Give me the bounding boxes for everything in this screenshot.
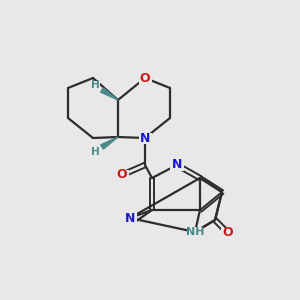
- Polygon shape: [101, 137, 118, 149]
- FancyBboxPatch shape: [139, 133, 152, 143]
- Polygon shape: [101, 88, 118, 100]
- FancyBboxPatch shape: [170, 160, 184, 170]
- FancyBboxPatch shape: [221, 227, 235, 239]
- FancyBboxPatch shape: [123, 212, 137, 224]
- Text: N: N: [125, 212, 135, 224]
- Text: H: H: [91, 147, 99, 157]
- FancyBboxPatch shape: [116, 169, 128, 181]
- Text: O: O: [223, 226, 233, 239]
- FancyBboxPatch shape: [139, 73, 152, 83]
- Text: O: O: [140, 71, 150, 85]
- Text: N: N: [140, 131, 150, 145]
- FancyBboxPatch shape: [91, 80, 100, 89]
- Text: O: O: [117, 169, 127, 182]
- FancyBboxPatch shape: [91, 148, 100, 157]
- Text: H: H: [91, 80, 99, 90]
- Text: NH: NH: [186, 227, 204, 237]
- Text: N: N: [172, 158, 182, 172]
- FancyBboxPatch shape: [187, 226, 203, 238]
